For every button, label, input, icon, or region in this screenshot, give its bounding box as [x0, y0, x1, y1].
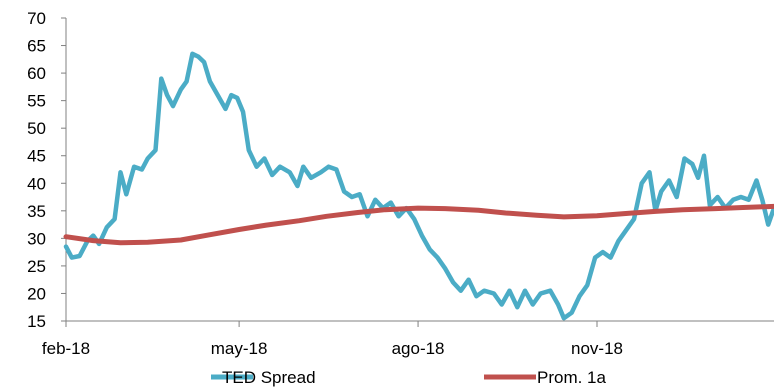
legend-item-ted-spread: TED Spread	[211, 368, 316, 387]
y-tick-label: 50	[27, 119, 46, 138]
y-tick-label: 40	[27, 174, 46, 193]
y-tick-label: 55	[27, 92, 46, 111]
y-tick-label: 45	[27, 147, 46, 166]
x-tick-label: may-18	[211, 339, 268, 358]
y-tick-label: 15	[27, 312, 46, 331]
series-line-ted-spread	[63, 51, 774, 321]
y-tick-label: 60	[27, 64, 46, 83]
x-tick-label: feb-18	[42, 339, 90, 358]
legend-label-ted-spread: TED Spread	[222, 368, 316, 387]
series-line-prom-1a	[63, 203, 774, 246]
x-axis: feb-18 may-18 ago-18 nov-18	[42, 320, 774, 358]
legend-item-prom-1a: Prom. 1a	[484, 368, 607, 387]
legend-label-prom-1a: Prom. 1a	[537, 368, 607, 387]
x-tick-label: ago-18	[392, 339, 445, 358]
legend: TED Spread Prom. 1a	[211, 368, 607, 387]
x-tick-label: nov-18	[571, 339, 623, 358]
y-tick-label: 30	[27, 229, 46, 248]
y-axis: 15 20 25 30 35 40 45 50 55 60 65 70	[27, 9, 67, 331]
y-tick-label: 65	[27, 37, 46, 56]
y-tick-label: 35	[27, 202, 46, 221]
y-tick-label: 20	[27, 284, 46, 303]
y-tick-label: 70	[27, 9, 46, 28]
plot-area	[63, 51, 774, 321]
y-tick-label: 25	[27, 257, 46, 276]
